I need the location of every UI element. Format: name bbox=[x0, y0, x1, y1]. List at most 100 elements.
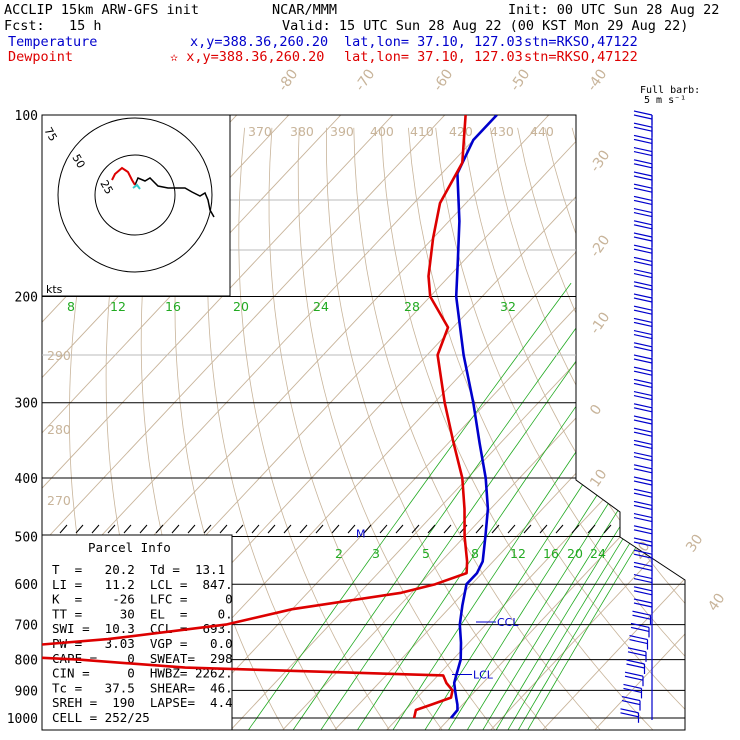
level-tick bbox=[443, 524, 452, 534]
hodograph-frame bbox=[41, 114, 231, 297]
mixing-ratio-tick-label: 8 bbox=[471, 546, 479, 561]
isotherm-line bbox=[489, 115, 685, 730]
mixing-ratio-line bbox=[356, 282, 663, 730]
wind-barb-flag bbox=[633, 541, 653, 547]
wind-barb-flag bbox=[633, 208, 653, 214]
wind-barb-flag bbox=[633, 476, 653, 482]
hodograph-ring-label: 25 bbox=[97, 178, 115, 197]
wind-barb-flag bbox=[633, 285, 653, 291]
wind-barb-flag bbox=[633, 366, 653, 372]
wind-barb-flag bbox=[633, 537, 653, 543]
model-title: ACCLIP 15km ARW-GFS init bbox=[4, 2, 200, 18]
wind-barb-flag bbox=[633, 334, 653, 340]
wind-barb-flag bbox=[633, 419, 653, 425]
hodograph-unit-label: kts bbox=[46, 283, 63, 296]
temperature-latlon: lat,lon= 37.10, 127.03 bbox=[344, 34, 523, 50]
wind-barb-flag bbox=[633, 439, 653, 445]
pressure-tick-label: 300 bbox=[15, 397, 38, 412]
hodograph-trace-low bbox=[111, 166, 136, 186]
wind-barb-flag bbox=[626, 659, 645, 665]
parcel-info-title: Parcel Info bbox=[88, 540, 171, 555]
isotherm-tick-label: 40 bbox=[705, 591, 728, 615]
wind-barb-flag bbox=[633, 370, 653, 376]
level-tick bbox=[59, 524, 68, 534]
forecast-hour: Fcst: 15 h bbox=[4, 18, 102, 34]
pressure-tick-label: 200 bbox=[15, 291, 38, 306]
level-marker: LCL bbox=[473, 669, 494, 682]
dry-adiabat-line bbox=[408, 127, 685, 730]
parcel-info-row: CIN = 0 HWBZ= 2262. bbox=[52, 666, 233, 681]
wind-barb-flag bbox=[633, 305, 653, 311]
wind-barb-flag bbox=[633, 443, 653, 449]
theta-tick-label: 390 bbox=[330, 124, 354, 139]
wind-barb-flag bbox=[633, 260, 653, 266]
dry-adiabat-line bbox=[489, 127, 685, 730]
dewpoint-station: stn=RKSO,47122 bbox=[524, 49, 638, 65]
mixing-ratio-tick-label: 24 bbox=[313, 299, 329, 314]
wind-barb-flag bbox=[624, 675, 644, 681]
isotherm-line bbox=[42, 115, 510, 730]
level-tick bbox=[539, 524, 548, 534]
init-time: Init: 00 UTC Sun 28 Aug 22 bbox=[508, 2, 720, 18]
level-tick bbox=[171, 524, 180, 534]
wind-barb-flag bbox=[633, 488, 653, 494]
wind-barb-flag bbox=[633, 151, 653, 157]
mixing-ratio-line bbox=[447, 282, 685, 730]
dewpoint-label: Dewpoint bbox=[8, 49, 74, 65]
isotherm-tick-label: -80 bbox=[275, 66, 301, 94]
wind-barb-flag bbox=[633, 220, 653, 226]
dewpoint-xy: ✫ x,y=388.36,260.20 bbox=[170, 49, 325, 65]
wind-barb-flag bbox=[633, 504, 653, 510]
mixing-ratio-line bbox=[392, 282, 685, 730]
wind-barb-flag bbox=[633, 114, 653, 120]
wind-barb-flag bbox=[633, 513, 653, 519]
level-tick bbox=[587, 524, 596, 534]
theta-tick-label: 270 bbox=[47, 493, 71, 508]
wind-barb-flag bbox=[633, 598, 653, 604]
wind-barb-flag bbox=[633, 391, 653, 397]
wind-barb-flag bbox=[621, 696, 641, 702]
wind-barb-flag bbox=[633, 281, 653, 287]
isotherm-line bbox=[42, 115, 354, 730]
level-tick bbox=[363, 524, 372, 534]
wind-barb-flag bbox=[633, 553, 653, 559]
dry-adiabat-line bbox=[462, 127, 685, 730]
level-tick bbox=[427, 524, 436, 534]
wind-barb-flag bbox=[633, 378, 653, 384]
hodograph-trace bbox=[134, 177, 215, 218]
level-tick bbox=[603, 524, 612, 534]
wind-barb-flag bbox=[633, 464, 653, 470]
hodograph-ring-label: 75 bbox=[41, 125, 59, 144]
pressure-tick-label: 700 bbox=[15, 619, 38, 634]
wind-barb-flag bbox=[633, 134, 653, 140]
wind-barb-flag bbox=[633, 529, 653, 535]
wind-barb-flag bbox=[633, 171, 653, 177]
wind-barb-flag bbox=[629, 639, 648, 645]
wind-barb-flag bbox=[633, 468, 653, 474]
wind-barb-flag bbox=[633, 342, 653, 348]
wind-barb-flag bbox=[633, 199, 653, 205]
wind-barb-flag bbox=[633, 565, 653, 571]
wind-barb-flag bbox=[633, 602, 653, 608]
valid-time: Valid: 15 UTC Sun 28 Aug 22 (00 KST Mon … bbox=[282, 18, 689, 34]
isotherm-line bbox=[42, 115, 406, 730]
wind-barb-flag bbox=[633, 525, 653, 531]
wind-barb-flag bbox=[633, 147, 653, 153]
wind-barb-flag bbox=[633, 561, 653, 567]
level-tick bbox=[347, 524, 356, 534]
dry-adiabat-line bbox=[207, 127, 338, 730]
wind-barb-flag bbox=[633, 395, 653, 401]
wind-barb-flag bbox=[630, 622, 650, 628]
temperature-xy: x,y=388.36,260.20 bbox=[190, 34, 329, 50]
theta-tick-label: 380 bbox=[290, 124, 314, 139]
theta-tick-label: 400 bbox=[370, 124, 394, 139]
isotherm-line bbox=[42, 115, 458, 730]
dry-adiabat-line bbox=[326, 127, 549, 730]
dry-adiabat-line bbox=[380, 127, 654, 730]
level-tick bbox=[251, 524, 260, 534]
level-marker: CCL bbox=[497, 616, 519, 629]
theta-tick-label: 280 bbox=[47, 422, 71, 437]
mixing-ratio-tick-label: 28 bbox=[404, 299, 420, 314]
dry-adiabat-line bbox=[736, 128, 740, 731]
dry-adiabat-line bbox=[626, 127, 685, 730]
